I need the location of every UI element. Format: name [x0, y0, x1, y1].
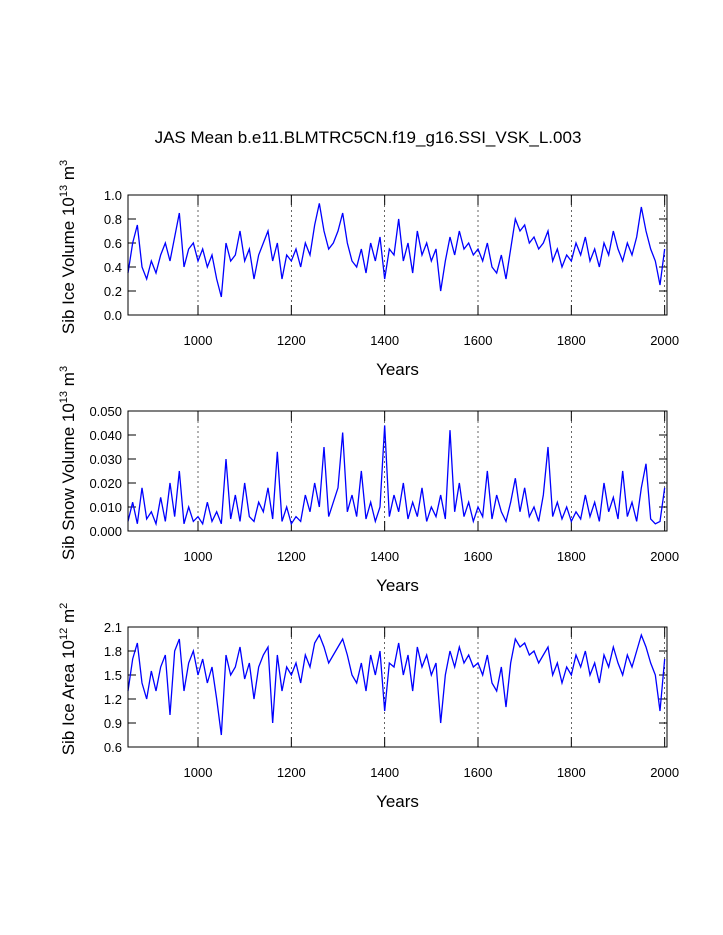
chart-title: JAS Mean b.e11.BLMTRC5CN.f19_g16.SSI_VSK…	[155, 128, 582, 147]
x-tick-label: 1600	[464, 549, 493, 564]
x-tick-label: 1800	[557, 549, 586, 564]
y-axis-label-exp: 13	[58, 391, 70, 403]
plot-frame	[127, 626, 668, 748]
y-axis-label-text: Sib Ice Area 10	[59, 640, 78, 755]
y-axis-label-unit-exp: 3	[58, 366, 70, 372]
y-tick-label: 0.020	[89, 476, 122, 491]
y-tick-label: 1.2	[104, 692, 122, 707]
y-tick-label: 0.030	[89, 452, 122, 467]
x-tick-label: 1800	[557, 333, 586, 348]
x-tick-label: 1000	[184, 765, 213, 780]
data-line	[127, 203, 666, 298]
y-tick-label: 0.050	[89, 404, 122, 419]
y-tick-label: 1.5	[104, 668, 122, 683]
y-tick-label: 0.040	[89, 428, 122, 443]
x-tick-label: 1000	[184, 333, 213, 348]
y-tick-label: 0.2	[104, 284, 122, 299]
data-line	[127, 632, 666, 736]
y-tick-label: 0.4	[104, 260, 122, 275]
y-axis-label: Sib Ice Area 1012 m2	[58, 603, 78, 756]
y-axis-label-unit: m	[59, 609, 78, 628]
x-tick-label: 1200	[277, 765, 306, 780]
y-tick-label: 0.010	[89, 500, 122, 515]
x-axis-label: Years	[376, 360, 419, 379]
plot-frame	[127, 410, 668, 532]
y-axis-label: Sib Snow Volume 1013 m3	[58, 366, 78, 560]
y-axis-label-unit-exp: 3	[58, 160, 70, 166]
y-axis-label: Sib Ice Volume 1013 m3	[58, 160, 78, 334]
y-axis-label-unit: m	[59, 372, 78, 391]
y-tick-label: 0.6	[104, 236, 122, 251]
x-tick-label: 1400	[370, 333, 399, 348]
y-tick-label: 1.8	[104, 644, 122, 659]
y-axis-label-exp: 13	[58, 185, 70, 197]
x-tick-label: 1600	[464, 333, 493, 348]
plot-frame	[127, 194, 668, 316]
y-axis-label-unit: m	[59, 166, 78, 185]
x-axis-label: Years	[376, 576, 419, 595]
x-tick-label: 1200	[277, 549, 306, 564]
x-tick-label: 1000	[184, 549, 213, 564]
x-tick-label: 1400	[370, 549, 399, 564]
y-tick-label: 1.0	[104, 188, 122, 203]
x-tick-label: 2000	[650, 549, 679, 564]
y-tick-label: 0.6	[104, 740, 122, 755]
x-tick-label: 1600	[464, 765, 493, 780]
x-axis-label: Years	[376, 792, 419, 811]
x-tick-label: 1200	[277, 333, 306, 348]
y-tick-label: 0.0	[104, 308, 122, 323]
y-tick-label: 0.8	[104, 212, 122, 227]
y-axis-label-text: Sib Ice Volume 10	[59, 197, 78, 334]
data-line	[127, 425, 666, 527]
y-tick-label: 0.000	[89, 524, 122, 539]
x-tick-label: 2000	[650, 765, 679, 780]
y-axis-label-unit-exp: 2	[58, 603, 70, 609]
x-tick-label: 2000	[650, 333, 679, 348]
x-tick-label: 1400	[370, 765, 399, 780]
y-axis-label-exp: 12	[58, 628, 70, 640]
y-tick-label: 0.9	[104, 716, 122, 731]
x-tick-label: 1800	[557, 765, 586, 780]
y-tick-label: 2.1	[104, 620, 122, 635]
y-axis-label-text: Sib Snow Volume 10	[59, 403, 78, 560]
